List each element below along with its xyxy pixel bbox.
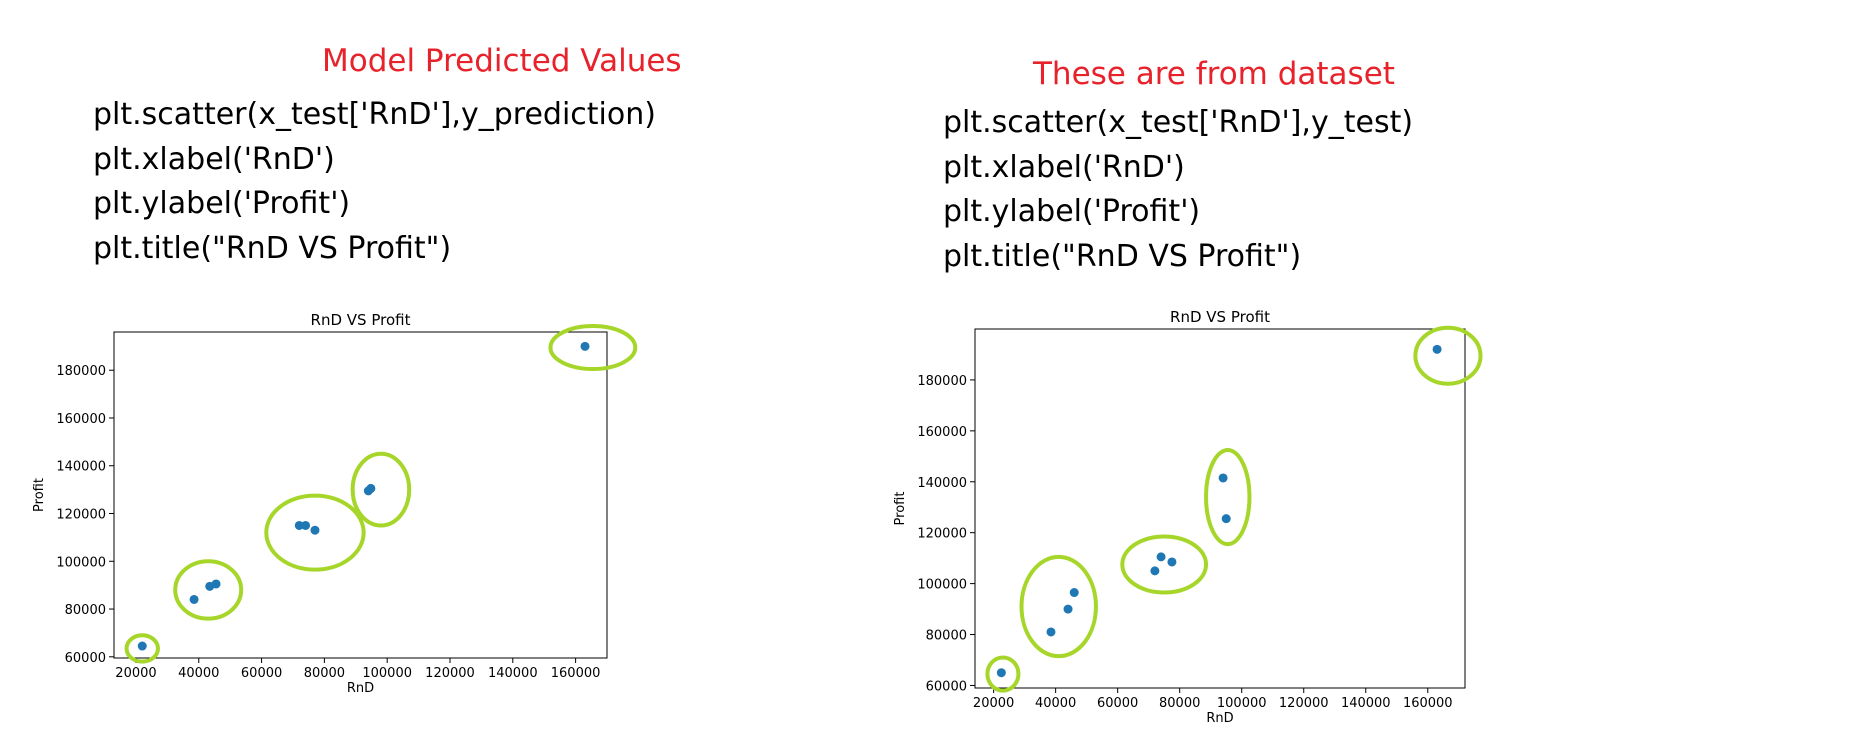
data-point (996, 668, 1006, 678)
x-tick-label: 160000 (1403, 696, 1453, 711)
y-tick-label: 180000 (917, 374, 967, 389)
y-tick-label: 140000 (917, 476, 967, 491)
x-tick-label: 120000 (425, 666, 475, 681)
highlight-ellipse (548, 324, 638, 372)
x-tick-label: 20000 (115, 666, 156, 681)
code-line: plt.title("RnD VS Profit") (93, 230, 452, 266)
x-tick-label: 100000 (1217, 696, 1267, 711)
data-point (1167, 557, 1177, 567)
data-point (1150, 566, 1160, 576)
x-tick-label: 80000 (304, 666, 345, 681)
right-code-block: plt.scatter(x_test['RnD'],y_test) plt.xl… (943, 101, 1413, 279)
y-tick-label: 80000 (65, 603, 106, 618)
x-tick-label: 80000 (1159, 696, 1200, 711)
data-point (294, 520, 304, 530)
chart-title: RnD VS Profit (311, 311, 411, 329)
x-axis-label: RnD (1206, 711, 1233, 726)
x-tick-label: 120000 (1279, 696, 1329, 711)
y-tick-label: 180000 (56, 364, 106, 379)
data-point (1046, 627, 1056, 637)
y-axis-label: Profit (893, 492, 908, 526)
data-point (211, 579, 221, 589)
left-heading: Model Predicted Values (322, 43, 682, 79)
y-tick-label: 60000 (926, 679, 967, 694)
highlight-ellipse (1413, 325, 1483, 386)
x-tick-label: 40000 (178, 666, 219, 681)
code-line: plt.xlabel('RnD') (943, 149, 1185, 185)
data-point (1221, 514, 1231, 524)
code-line: plt.title("RnD VS Profit") (943, 238, 1302, 274)
x-tick-label: 160000 (551, 666, 601, 681)
code-line: plt.xlabel('RnD') (93, 141, 335, 177)
highlight-ellipse (1120, 534, 1209, 595)
y-tick-label: 100000 (917, 578, 967, 593)
y-tick-label: 60000 (65, 651, 106, 666)
highlight-ellipse (264, 493, 366, 572)
data-point (137, 641, 147, 651)
x-axis-label: RnD (347, 681, 374, 696)
data-point (1063, 604, 1073, 614)
x-tick-label: 60000 (1097, 696, 1138, 711)
x-tick-label: 140000 (1341, 696, 1391, 711)
data-point (580, 341, 590, 351)
data-point (301, 520, 311, 530)
y-tick-label: 80000 (926, 629, 967, 644)
data-point (1069, 588, 1079, 598)
y-tick-label: 160000 (917, 425, 967, 440)
highlight-ellipse (173, 559, 244, 621)
chart-title: RnD VS Profit (1170, 308, 1270, 326)
highlight-ellipse (1204, 447, 1252, 547)
data-point (310, 525, 320, 535)
y-axis-label: Profit (32, 478, 47, 512)
data-point (366, 483, 376, 493)
x-tick-label: 100000 (362, 666, 412, 681)
highlight-ellipse (124, 633, 160, 664)
left-code-block: plt.scatter(x_test['RnD'],y_prediction) … (93, 93, 656, 271)
y-tick-label: 140000 (56, 460, 106, 475)
data-point (1218, 473, 1228, 483)
plot-frame (974, 328, 1466, 689)
highlight-ellipse (1019, 554, 1098, 659)
data-point (1156, 552, 1166, 562)
x-tick-label: 140000 (488, 666, 538, 681)
y-tick-label: 100000 (56, 555, 106, 570)
y-tick-label: 160000 (56, 412, 106, 427)
x-tick-label: 40000 (1035, 696, 1076, 711)
right-heading: These are from dataset (1033, 56, 1395, 92)
x-tick-label: 20000 (973, 696, 1014, 711)
code-line: plt.ylabel('Profit') (943, 194, 1201, 229)
plot-frame (113, 331, 608, 659)
code-line: plt.scatter(x_test['RnD'],y_test) (943, 105, 1414, 140)
data-point (189, 594, 199, 604)
highlight-ellipse (350, 451, 412, 528)
x-tick-label: 60000 (241, 666, 282, 681)
code-line: plt.ylabel('Profit') (93, 186, 351, 221)
y-tick-label: 120000 (56, 508, 106, 523)
y-tick-label: 120000 (917, 527, 967, 542)
code-line: plt.scatter(x_test['RnD'],y_prediction) (93, 97, 656, 132)
data-point (1432, 344, 1442, 354)
highlight-ellipse (985, 655, 1021, 693)
